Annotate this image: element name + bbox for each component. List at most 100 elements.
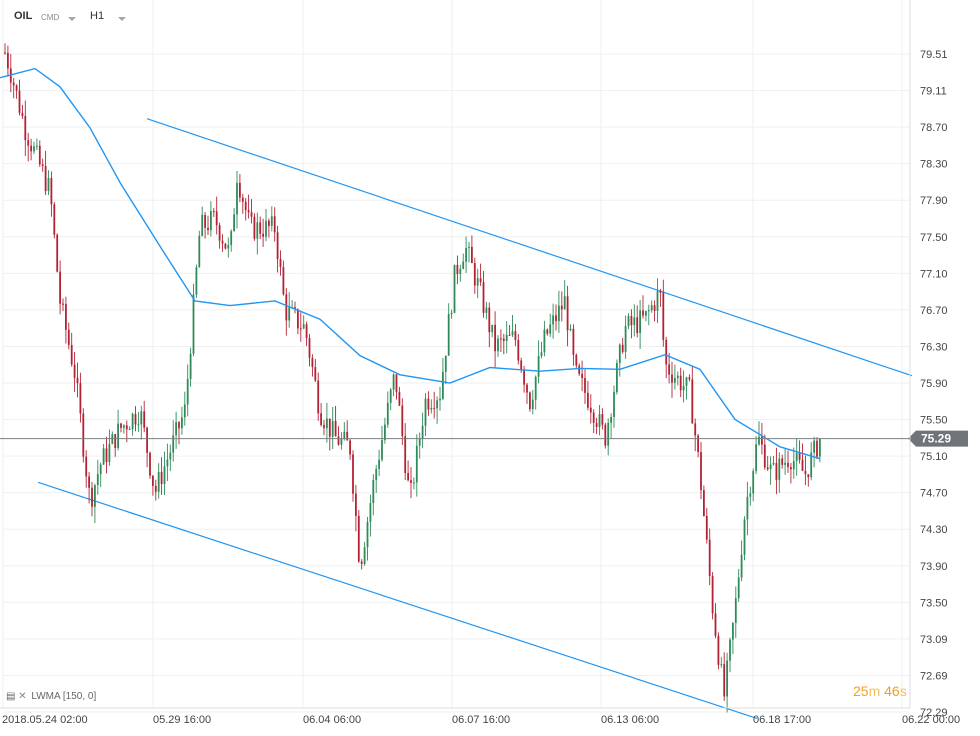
candle-body bbox=[584, 378, 586, 393]
candle-body bbox=[96, 474, 99, 486]
candle-body bbox=[30, 145, 32, 152]
candle-body bbox=[674, 378, 676, 383]
candle-body bbox=[288, 307, 291, 321]
candle-body bbox=[424, 398, 427, 426]
time-axis[interactable]: 2018.05.24 02:00 05.29 16:00 06.04 06:00 06… bbox=[0, 707, 960, 726]
candle-body bbox=[659, 291, 662, 293]
x-tick-label: 05.29 16:00 bbox=[153, 714, 211, 726]
candle-body bbox=[813, 440, 815, 453]
y-tick-label: 74.70 bbox=[920, 488, 948, 500]
candle-body bbox=[386, 402, 389, 425]
candle-body bbox=[688, 377, 691, 380]
indicator-drag-icon[interactable]: ▤ bbox=[6, 691, 16, 702]
trend-channel[interactable] bbox=[37, 118, 913, 719]
price-tag-label: 75.29 bbox=[921, 432, 951, 446]
timeframe-label[interactable]: H1 bbox=[90, 10, 105, 22]
candle-body bbox=[415, 445, 418, 483]
candle-body bbox=[494, 324, 496, 352]
candle-body bbox=[705, 515, 708, 540]
candle-body bbox=[778, 458, 781, 480]
candle-body bbox=[355, 493, 357, 516]
candle-body bbox=[99, 464, 102, 475]
candle-body bbox=[549, 324, 552, 334]
candle-body bbox=[427, 398, 430, 410]
candle-body bbox=[334, 420, 337, 437]
candle-body bbox=[79, 383, 82, 414]
candle-body bbox=[563, 296, 566, 310]
candle-body bbox=[137, 424, 140, 426]
candle-body bbox=[198, 235, 201, 268]
candle-body bbox=[711, 576, 714, 614]
candle-body bbox=[192, 294, 195, 354]
lwma-series bbox=[0, 67, 821, 460]
candle-body bbox=[491, 324, 494, 333]
candle-body bbox=[181, 417, 183, 429]
candle-body bbox=[755, 444, 757, 471]
candle-body bbox=[201, 215, 204, 236]
candle-body bbox=[369, 503, 372, 522]
candle-body bbox=[337, 436, 340, 445]
indicator-legend[interactable]: ▤ ✕ LWMA [150, 0] bbox=[6, 691, 96, 702]
candle-body bbox=[131, 413, 134, 430]
candle-body bbox=[105, 448, 108, 462]
symbol-label[interactable]: OIL bbox=[14, 10, 33, 22]
candle-body bbox=[102, 448, 105, 465]
candle-body bbox=[639, 310, 641, 334]
candle-body bbox=[82, 413, 85, 457]
candle-body bbox=[668, 364, 670, 375]
candle-body bbox=[27, 140, 30, 146]
countdown-minutes-unit: m bbox=[868, 683, 881, 699]
candle-body bbox=[444, 355, 447, 372]
candle-body bbox=[47, 177, 50, 192]
candle-body bbox=[172, 435, 175, 453]
candle-body bbox=[230, 231, 233, 246]
channel-upper-line bbox=[146, 118, 913, 377]
price-axis[interactable]: 79.51 79.11 78.70 78.30 77.90 77.50 77.10 76.70… bbox=[909, 0, 948, 719]
candle-body bbox=[555, 315, 557, 322]
candle-body bbox=[268, 220, 270, 226]
instrument-type-label[interactable]: CMD bbox=[41, 13, 60, 22]
y-tick-label: 76.30 bbox=[920, 341, 948, 353]
candle-body bbox=[195, 267, 198, 295]
y-tick-label: 77.50 bbox=[920, 232, 948, 244]
candle-body bbox=[152, 475, 154, 486]
instrument-dropdown-icon[interactable] bbox=[68, 17, 76, 21]
candle-body bbox=[413, 482, 415, 484]
remove-indicator-icon[interactable]: ✕ bbox=[18, 691, 27, 702]
candle-body bbox=[270, 216, 273, 226]
candle-body bbox=[485, 307, 488, 313]
timeframe-dropdown-icon[interactable] bbox=[118, 17, 126, 21]
candlestick-series bbox=[4, 43, 821, 713]
candle-body bbox=[540, 352, 543, 356]
candle-body bbox=[311, 357, 314, 368]
candle-body bbox=[720, 664, 723, 666]
candle-body bbox=[558, 305, 560, 322]
candle-body bbox=[534, 376, 537, 400]
y-tick-label: 75.50 bbox=[920, 415, 948, 427]
candle-body bbox=[62, 303, 64, 305]
candle-body bbox=[775, 462, 778, 480]
candle-body bbox=[305, 324, 308, 339]
candle-body bbox=[88, 476, 90, 488]
candle-body bbox=[642, 310, 644, 316]
candle-countdown: 25m 46s bbox=[853, 683, 907, 699]
candle-body bbox=[575, 354, 578, 366]
candle-body bbox=[691, 379, 694, 424]
candle-body bbox=[462, 261, 465, 269]
candle-body bbox=[140, 411, 143, 425]
candle-body bbox=[587, 392, 589, 408]
candle-body bbox=[798, 452, 801, 460]
candle-body bbox=[178, 422, 180, 429]
candle-body bbox=[273, 216, 276, 233]
candle-body bbox=[566, 296, 569, 331]
candle-body bbox=[807, 474, 810, 478]
candle-body bbox=[314, 367, 317, 381]
candle-body bbox=[407, 472, 409, 481]
y-tick-label: 72.29 bbox=[920, 707, 948, 719]
candle-body bbox=[749, 493, 752, 497]
candle-body bbox=[4, 52, 6, 54]
candle-body bbox=[613, 392, 615, 418]
candle-body bbox=[624, 326, 627, 352]
candle-body bbox=[804, 470, 807, 475]
